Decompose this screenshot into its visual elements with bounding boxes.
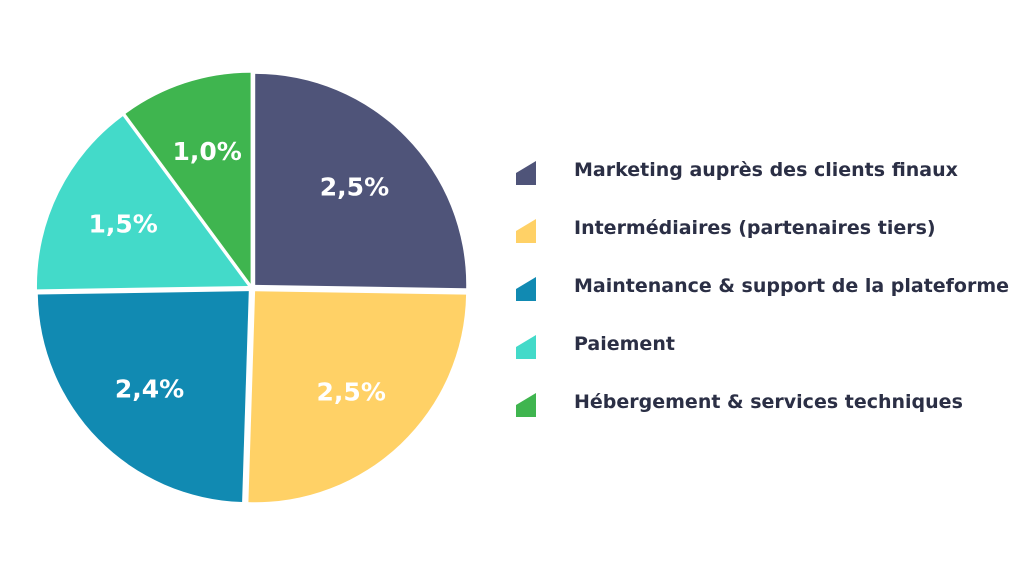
pie-slice-2 <box>248 291 467 503</box>
legend-label-1: Marketing auprès des clients finaux <box>574 159 958 181</box>
legend-marker-5 <box>516 393 536 417</box>
legend-marker-3 <box>516 277 536 301</box>
pie-slice-value-label: 1,5% <box>89 210 158 239</box>
pie-slices <box>36 72 467 503</box>
legend-marker-2 <box>516 219 536 243</box>
pie-slice-value-label: 2,4% <box>115 374 184 403</box>
pie-slice-value-label: 2,5% <box>320 173 389 202</box>
pie-slice-labels: 2,5% 2,5% 2,4% 1,5% 1,0% <box>89 137 390 407</box>
pie-slice-3 <box>37 291 249 503</box>
pie-slice-5 <box>125 72 251 284</box>
legend-label-2: Intermédiaires (partenaires tiers) <box>574 217 936 239</box>
legend-marker-4 <box>516 335 536 359</box>
legend-label-5: Hébergement & services techniques <box>574 391 963 413</box>
legend-label-3: Maintenance & support de la plateforme <box>574 275 1009 297</box>
legend-label-4: Paiement <box>574 333 675 355</box>
pie-slice-value-label: 2,5% <box>317 378 386 407</box>
pie-slice-value-label: 1,0% <box>172 137 241 166</box>
legend-marker-1 <box>516 161 536 185</box>
pie-slice-1 <box>255 73 467 289</box>
pie-slice-4 <box>36 116 248 290</box>
legend: Marketing auprès des clients finaux Inter… <box>516 159 1009 417</box>
